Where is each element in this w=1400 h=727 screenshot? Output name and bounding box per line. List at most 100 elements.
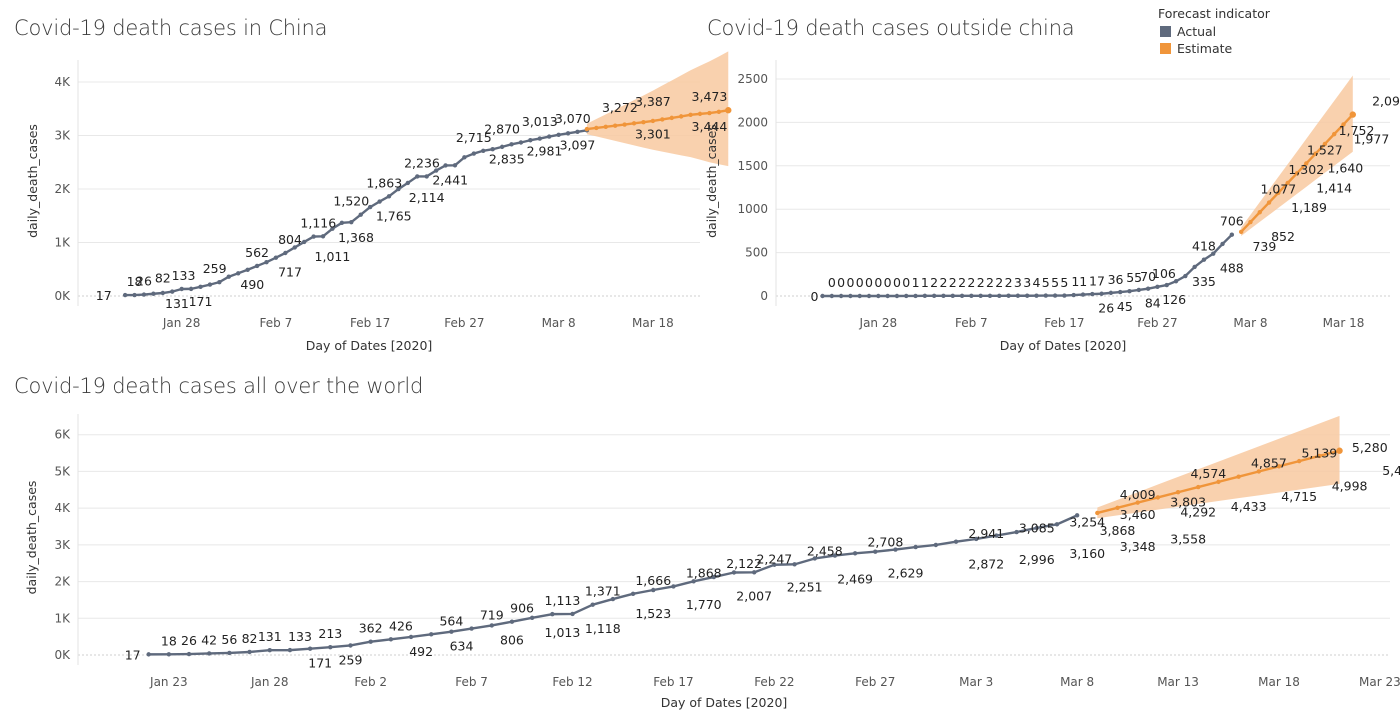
data-label: 2,715 (456, 130, 492, 145)
legend-item-actual[interactable]: Actual (1158, 24, 1270, 39)
actual-point (537, 136, 542, 141)
actual-point (273, 255, 279, 260)
estimate-point (603, 124, 608, 130)
actual-point (166, 652, 172, 657)
data-label: 3 (1014, 275, 1022, 290)
y-tick-label: 3K (54, 129, 71, 143)
data-label: 634 (450, 639, 474, 654)
actual-point (146, 652, 151, 657)
data-label: 717 (278, 265, 302, 280)
y-tick-label: 2K (54, 575, 71, 589)
data-label: 56 (221, 632, 237, 647)
y-tick-label: 6K (54, 428, 71, 442)
data-label: 1,977 (1353, 131, 1389, 146)
actual-point (141, 292, 147, 297)
data-label: 1,765 (376, 209, 412, 224)
chart-title-outside-china: Covid-19 death cases outside china (707, 16, 1075, 40)
data-label: 36 (1108, 272, 1124, 287)
actual-point (499, 144, 505, 150)
actual-point (1024, 293, 1030, 298)
data-label: 2,870 (484, 121, 520, 136)
actual-point (151, 291, 156, 296)
actual-point (1127, 289, 1132, 294)
data-label: 55 (1126, 270, 1142, 285)
y-axis-label: daily_death_cases (24, 481, 39, 595)
actual-point (396, 186, 401, 192)
data-label: 1,863 (366, 175, 402, 190)
estimate-point (1276, 464, 1282, 469)
data-label: 131 (165, 296, 189, 311)
data-label: 806 (500, 632, 524, 647)
data-label: 706 (1220, 214, 1244, 229)
x-tick-label: Feb 17 (350, 316, 390, 330)
actual-point (610, 596, 616, 602)
legend-title: Forecast indicator (1158, 6, 1270, 21)
x-tick-label: Feb 22 (754, 675, 794, 689)
actual-point (1062, 293, 1067, 298)
data-label: 2,236 (404, 155, 440, 170)
actual-point (227, 650, 232, 656)
chart-world: 0K 1K 2K 3K 4K 5K 6K Jan 23 Jan 28 Feb 2 Feb 7 Feb … (24, 414, 1400, 710)
data-label: 18 (161, 633, 177, 648)
legend-label-estimate: Estimate (1177, 41, 1233, 56)
actual-point (469, 626, 474, 631)
actual-point (408, 634, 414, 640)
actual-point (994, 533, 999, 538)
data-label: 2,872 (968, 557, 1004, 572)
estimate-point (1296, 458, 1302, 464)
actual-point (630, 591, 636, 597)
actual-point (820, 293, 825, 299)
data-label: 1,116 (300, 215, 336, 230)
data-label: 26 (136, 274, 152, 289)
data-label: 5 (1051, 275, 1059, 290)
y-tick-label: 5K (54, 464, 71, 478)
data-label: 2,441 (432, 172, 468, 187)
x-tick-label: Jan 28 (250, 675, 289, 689)
actual-point (1015, 293, 1021, 298)
data-label: 213 (318, 626, 342, 641)
data-label: 5,280 (1352, 440, 1388, 455)
estimate-point (660, 117, 665, 122)
data-label: 2,458 (807, 544, 843, 559)
actual-point (1043, 293, 1048, 298)
data-label: 804 (278, 232, 302, 247)
data-label: 2,247 (756, 551, 792, 566)
data-label: 3,301 (635, 126, 671, 141)
actual-point (894, 293, 900, 299)
actual-point (1034, 293, 1039, 298)
actual-point (941, 293, 946, 299)
data-label: 0 (828, 275, 836, 290)
data-label: 1,011 (315, 249, 351, 264)
legend-item-estimate[interactable]: Estimate (1158, 41, 1270, 56)
x-tick-label: Feb 17 (1044, 316, 1084, 330)
actual-point (1090, 291, 1095, 297)
estimate-point (1216, 479, 1221, 485)
actual-point (388, 637, 394, 642)
data-label: 5 (1060, 275, 1068, 290)
x-tick-label: Feb 17 (653, 675, 693, 689)
data-label: 45 (1117, 299, 1133, 314)
estimate-point (631, 121, 637, 126)
actual-point (1074, 513, 1080, 518)
actual-point (339, 220, 345, 226)
data-label: 2 (967, 275, 975, 290)
data-label: 4,292 (1180, 504, 1216, 519)
data-label: 42 (201, 632, 217, 647)
data-label: 0 (865, 275, 873, 290)
data-label: 852 (1271, 229, 1295, 244)
actual-point (1108, 290, 1114, 296)
data-label: 171 (308, 656, 332, 671)
actual-point (1220, 241, 1225, 247)
actual-point (893, 547, 898, 552)
legend-swatch-actual (1160, 26, 1171, 37)
actual-point (443, 163, 448, 168)
x-tick-label: Jan 28 (859, 316, 898, 330)
chart-title-world: Covid-19 death cases all over the world (14, 374, 424, 398)
estimate-point (612, 123, 618, 128)
data-label: 1,013 (545, 625, 581, 640)
actual-point (1034, 525, 1039, 531)
data-label: 2 (939, 275, 947, 290)
actual-point (812, 556, 817, 561)
actual-point (452, 163, 458, 168)
